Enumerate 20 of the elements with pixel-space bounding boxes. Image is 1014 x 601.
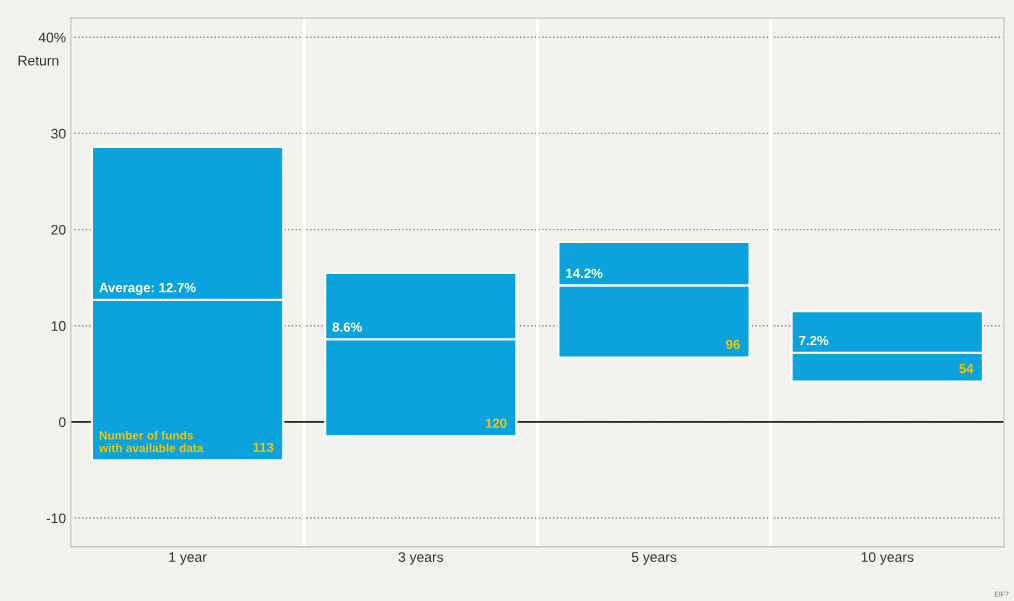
y-tick-label: 40% [38,32,66,43]
annotation: 14.2% [566,268,603,278]
x-tick-label: 3 years [398,552,444,565]
x-tick-label: 5 years [631,552,677,565]
annotation: 120 [485,418,507,428]
y-tick-label: 20 [51,224,66,235]
annotation: Number of funds with available data [98,430,204,453]
x-tick-label: 10 years [861,552,914,565]
annotation: Average: 12.7% [99,282,196,295]
y-tick-label: 30 [51,128,66,139]
annotation: 54 [959,363,974,374]
annotation: 8.6% [332,322,362,332]
y-tick-label: 0 [58,417,66,428]
x-tick-label: 1 year [169,552,207,565]
annotation: 113 [253,442,274,453]
y-tick-label: -10 [46,513,66,524]
annotation: 96 [726,339,740,350]
y-axis-title: Return [18,55,59,66]
annotation: 7.2% [799,335,829,346]
y-tick-label: 10 [51,321,66,331]
